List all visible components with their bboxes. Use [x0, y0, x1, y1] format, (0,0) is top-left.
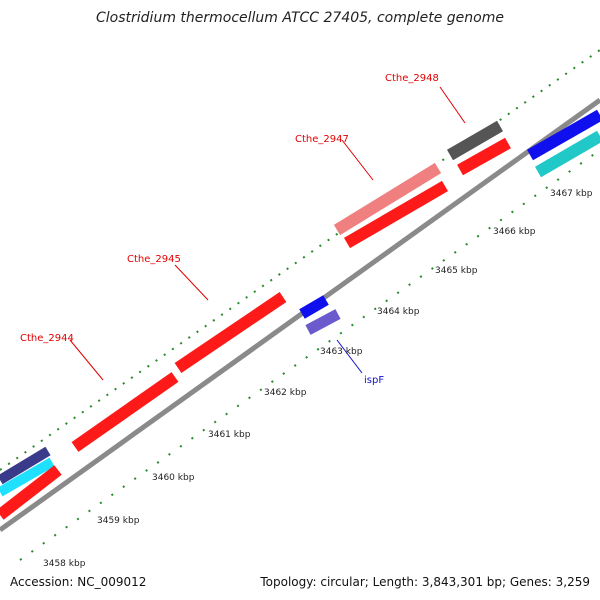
tick-3463: 3463 kbp [320, 347, 363, 357]
label-cthe-2947[interactable]: Cthe_2947 [295, 134, 349, 145]
tick-3458: 3458 kbp [43, 559, 86, 569]
outer-dot-ring [0, 49, 600, 471]
cds-ispf[interactable] [305, 309, 341, 335]
cds-cthe-2947[interactable] [333, 162, 442, 236]
label-cthe-2948[interactable]: Cthe_2948 [385, 73, 439, 84]
cds-cthe-2944[interactable] [71, 372, 179, 452]
cds-blue-small[interactable] [299, 295, 329, 319]
cds-red-left[interactable] [0, 465, 62, 520]
cds-cyan-right[interactable] [534, 130, 600, 178]
cds-slate-left[interactable] [0, 446, 51, 485]
label-cthe-2944[interactable]: Cthe_2944 [20, 333, 74, 344]
accession-text: Accession: NC_009012 [10, 575, 147, 589]
cds-red-right[interactable] [457, 137, 511, 176]
tick-3467: 3467 kbp [550, 189, 593, 199]
features [0, 109, 600, 520]
label-ispf[interactable]: ispF [364, 375, 384, 386]
tick-3464: 3464 kbp [377, 307, 420, 317]
tick-3465: 3465 kbp [435, 266, 478, 276]
cds-blue-right[interactable] [527, 109, 600, 161]
inner-dot-ring [19, 149, 600, 561]
cds-cthe-2948[interactable] [446, 120, 504, 161]
map-title: Clostridium thermocellum ATCC 27405, com… [96, 10, 504, 26]
tick-3459: 3459 kbp [97, 516, 140, 526]
tick-3462: 3462 kbp [264, 388, 307, 398]
tick-3466: 3466 kbp [493, 227, 536, 237]
genome-backbone [0, 97, 600, 533]
label-cthe-2945[interactable]: Cthe_2945 [127, 254, 181, 265]
cds-cyan-left[interactable] [0, 457, 55, 497]
tick-3461: 3461 kbp [208, 430, 251, 440]
leader-lines [69, 86, 466, 381]
cds-cthe-2945[interactable] [174, 292, 287, 373]
cds-cthe-2946[interactable] [343, 180, 449, 249]
topology-text: Topology: circular; Length: 3,843,301 bp… [260, 575, 590, 589]
tick-3460: 3460 kbp [152, 473, 195, 483]
